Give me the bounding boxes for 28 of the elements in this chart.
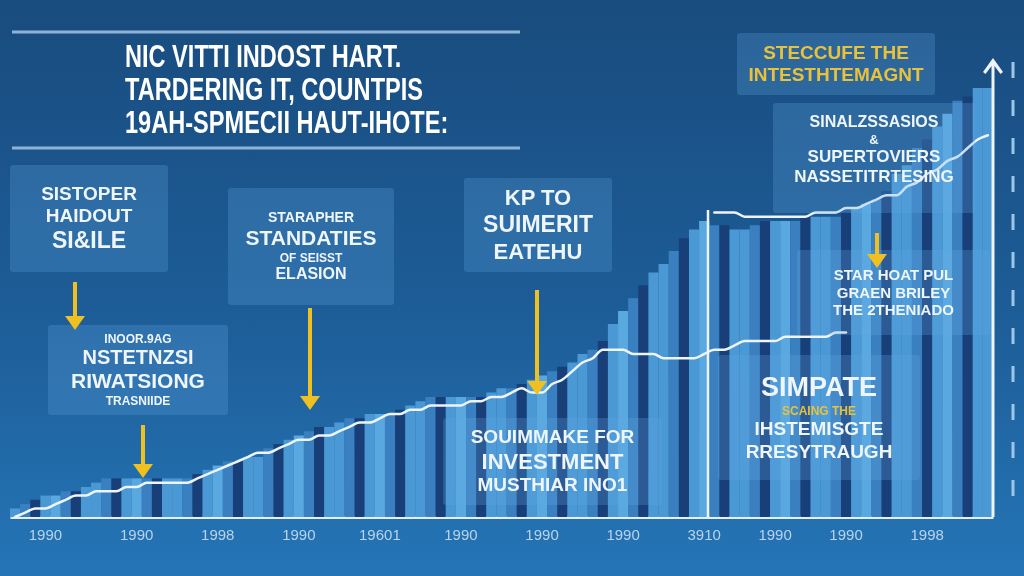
- x-tick-label: 1990: [444, 525, 478, 543]
- callout-box: SIMPATE SCAING THE IHSTEMISGTE RRESYTRAUGH: [718, 355, 920, 480]
- callout-box: STAR HOAT PUL GRAEN BRILEY THE 2THENIADO: [797, 250, 990, 335]
- annotation: STARAPHER STANDATIES OF SEISST ELASION: [245, 209, 377, 284]
- annotation: SISTOPER HAIDOUT SI&ILE: [41, 182, 137, 255]
- x-tick-label: 1990: [829, 525, 863, 543]
- annotation: SIMPATE SCAING THE IHSTEMISGTE RRESYTRAUGH: [745, 372, 893, 463]
- chart-title: NIC VITTI INDOST HART. TARDERING IT, COUNTPIS 19AH-SPMECII HAUT-IHOTE:: [125, 39, 449, 140]
- callout-box: STARAPHER STANDATIES OF SEISST ELASION: [228, 188, 394, 305]
- x-tick-label: 1990: [282, 525, 316, 543]
- x-tick-label: 1998: [201, 525, 235, 543]
- callout-box: SISTOPER HAIDOUT SI&ILE: [10, 165, 168, 272]
- annotation: KP TO SUIMERIT EATEHU: [483, 185, 593, 265]
- annotation: SOUIMMAKE FOR INVESTMENT MUSTHIAR INO1: [470, 426, 635, 497]
- x-tick-label: 1998: [910, 525, 944, 543]
- x-tick-label: 3910: [687, 525, 721, 543]
- x-tick-label: 1990: [758, 525, 792, 543]
- x-tick-label: 1990: [119, 525, 154, 543]
- x-tick-label: 1990: [525, 525, 559, 543]
- x-tick-label: 1990: [28, 525, 63, 543]
- x-tick-label: 1990: [606, 525, 640, 543]
- annotation: STAR HOAT PUL GRAEN BRILEY THE 2THENIADO: [833, 265, 954, 320]
- x-tick-label: 19601: [359, 525, 401, 543]
- callout-box: INOOR.9AG NSTETNZSI RIWATSIONG TRASNIIDE: [48, 325, 228, 415]
- callout-box: STECCUFE THE INTESTHTEMAGNT: [737, 33, 935, 95]
- callout-box: KP TO SUIMERIT EATEHU: [464, 178, 612, 272]
- annotation: INOOR.9AG NSTETNZSI RIWATSIONG TRASNIIDE: [71, 331, 205, 409]
- callout-box: SOUIMMAKE FOR INVESTMENT MUSTHIAR INO1: [443, 418, 662, 505]
